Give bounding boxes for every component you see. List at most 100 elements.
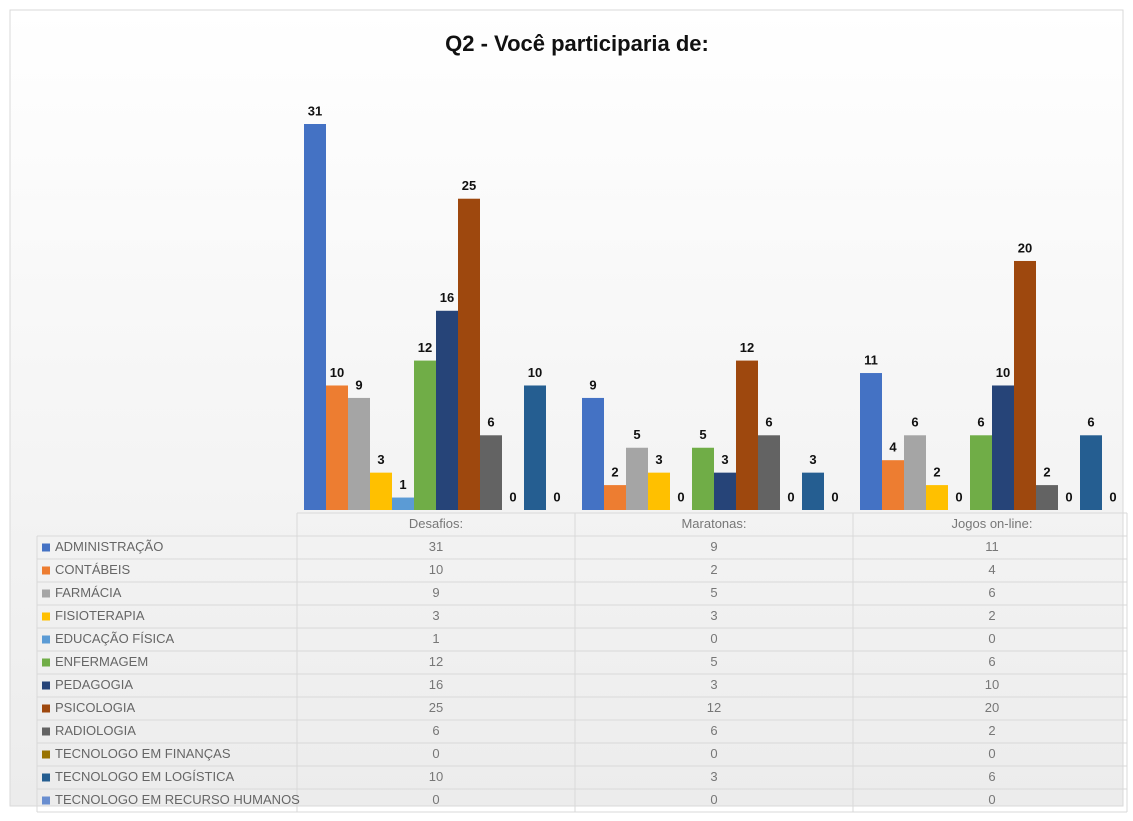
legend-label: TECNOLOGO EM RECURSO HUMANOS xyxy=(55,792,300,807)
data-label: 0 xyxy=(677,489,684,504)
bar xyxy=(904,435,926,510)
bar xyxy=(1014,260,1036,510)
data-label: 5 xyxy=(633,427,640,442)
table-cell: 0 xyxy=(710,746,717,761)
bar xyxy=(1036,485,1058,510)
data-label: 0 xyxy=(1109,489,1116,504)
table-cell: 2 xyxy=(710,562,717,577)
chart-title: Q2 - Você participaria de: xyxy=(445,31,709,56)
bar xyxy=(758,435,780,510)
bar xyxy=(736,360,758,510)
bar xyxy=(926,485,948,510)
data-label: 12 xyxy=(418,340,432,355)
table-cell: 25 xyxy=(429,700,443,715)
data-label: 16 xyxy=(440,290,454,305)
bar xyxy=(348,397,370,510)
legend-label: EDUCAÇÃO FÍSICA xyxy=(55,631,175,646)
data-label: 20 xyxy=(1018,240,1032,255)
data-label: 5 xyxy=(699,427,706,442)
data-label: 2 xyxy=(933,465,940,480)
legend-label: FISIOTERAPIA xyxy=(55,608,145,623)
table-cell: 10 xyxy=(429,562,443,577)
data-label: 0 xyxy=(509,489,516,504)
x-tick-label: Maratonas: xyxy=(681,516,746,531)
data-label: 4 xyxy=(889,440,897,455)
data-label: 31 xyxy=(308,103,322,118)
bar xyxy=(414,360,436,510)
bar xyxy=(604,485,626,510)
table-cell: 9 xyxy=(432,585,439,600)
table-cell: 31 xyxy=(429,539,443,554)
table-cell: 0 xyxy=(710,792,717,807)
bar xyxy=(458,198,480,511)
data-label: 6 xyxy=(1087,415,1094,430)
table-cell: 6 xyxy=(988,654,995,669)
table-cell: 6 xyxy=(988,585,995,600)
bar xyxy=(370,472,392,510)
bar xyxy=(1080,435,1102,510)
data-label: 2 xyxy=(611,465,618,480)
bar xyxy=(304,124,326,510)
bar xyxy=(392,497,414,510)
data-label: 3 xyxy=(721,452,728,467)
table-cell: 9 xyxy=(710,539,717,554)
legend-swatch xyxy=(42,750,50,759)
legend-label: TECNOLOGO EM FINANÇAS xyxy=(55,746,231,761)
data-label: 3 xyxy=(377,452,384,467)
table-cell: 6 xyxy=(988,769,995,784)
table-cell: 0 xyxy=(710,631,717,646)
table-cell: 12 xyxy=(429,654,443,669)
table-cell: 2 xyxy=(988,608,995,623)
data-label: 9 xyxy=(355,377,362,392)
bar xyxy=(992,385,1014,510)
data-label: 10 xyxy=(528,365,542,380)
legend-label: RADIOLOGIA xyxy=(55,723,136,738)
legend-swatch xyxy=(42,796,50,805)
bar xyxy=(860,373,882,510)
legend-swatch xyxy=(42,543,50,552)
data-label: 0 xyxy=(553,489,560,504)
legend-label: CONTÁBEIS xyxy=(55,562,130,577)
table-cell: 20 xyxy=(985,700,999,715)
table-cell: 0 xyxy=(988,792,995,807)
chart-frame xyxy=(9,9,1124,807)
table-cell: 6 xyxy=(710,723,717,738)
table-cell: 12 xyxy=(707,700,721,715)
data-label: 25 xyxy=(462,178,476,193)
table-cell: 0 xyxy=(988,746,995,761)
table-cell: 3 xyxy=(432,608,439,623)
table-cell: 5 xyxy=(710,654,717,669)
bar xyxy=(802,472,824,510)
legend-label: PEDAGOGIA xyxy=(55,677,133,692)
legend-swatch xyxy=(42,773,50,782)
bar xyxy=(326,385,348,510)
table-cell: 3 xyxy=(710,769,717,784)
bar xyxy=(626,447,648,510)
table-cell: 11 xyxy=(985,539,999,554)
table-cell: 0 xyxy=(988,631,995,646)
bar xyxy=(648,472,670,510)
data-label: 9 xyxy=(589,377,596,392)
legend-swatch xyxy=(42,681,50,690)
data-label: 1 xyxy=(399,477,406,492)
legend-label: TECNOLOGO EM LOGÍSTICA xyxy=(55,769,234,784)
legend-swatch xyxy=(42,589,50,598)
data-label: 0 xyxy=(955,489,962,504)
table-cell: 10 xyxy=(985,677,999,692)
bar xyxy=(524,385,546,510)
table-cell: 2 xyxy=(988,723,995,738)
bar xyxy=(970,435,992,510)
data-label: 3 xyxy=(655,452,662,467)
data-label: 6 xyxy=(765,415,772,430)
table-cell: 3 xyxy=(710,608,717,623)
data-label: 3 xyxy=(809,452,816,467)
x-tick-label: Desafios: xyxy=(409,516,463,531)
table-cell: 0 xyxy=(432,746,439,761)
data-label: 6 xyxy=(911,415,918,430)
table-cell: 0 xyxy=(432,792,439,807)
legend-swatch xyxy=(42,612,50,621)
x-tick-label: Jogos on-line: xyxy=(952,516,1033,531)
data-label: 0 xyxy=(1065,489,1072,504)
bar xyxy=(480,435,502,510)
